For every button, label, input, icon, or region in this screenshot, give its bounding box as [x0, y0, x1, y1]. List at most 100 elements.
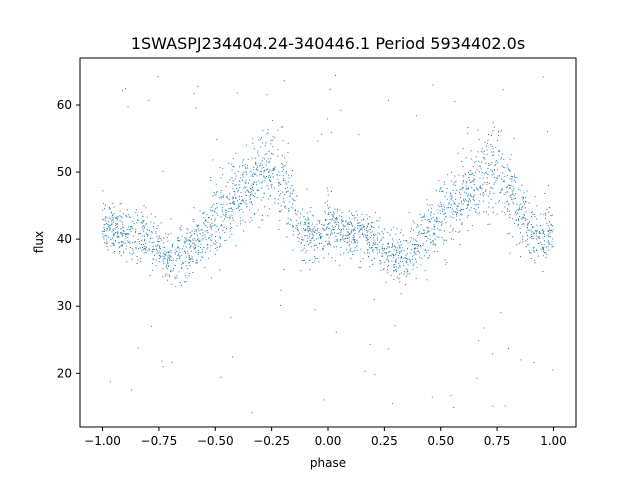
data-point	[250, 171, 252, 173]
data-point	[481, 188, 483, 190]
data-point	[247, 167, 249, 169]
data-point	[210, 176, 212, 178]
data-point	[520, 218, 522, 220]
data-point	[282, 191, 284, 193]
data-point	[490, 187, 492, 189]
data-point	[548, 227, 550, 229]
data-point	[521, 223, 523, 225]
data-point	[446, 187, 448, 189]
x-tick-label: 0.50	[427, 434, 454, 448]
data-point	[492, 353, 494, 355]
data-point	[406, 269, 408, 271]
data-point	[396, 266, 398, 268]
data-point	[478, 340, 480, 342]
data-point	[467, 132, 469, 134]
data-point	[263, 170, 265, 172]
data-point	[113, 245, 115, 247]
data-point	[121, 241, 123, 243]
data-point	[358, 231, 360, 233]
data-point	[306, 235, 308, 237]
data-point	[113, 233, 115, 235]
data-point	[193, 248, 195, 250]
data-point	[436, 218, 438, 220]
data-point	[442, 208, 444, 210]
data-point	[491, 135, 493, 137]
data-point	[189, 247, 191, 249]
data-point	[406, 258, 408, 260]
data-point	[309, 239, 311, 241]
data-point	[393, 270, 395, 272]
data-point	[437, 212, 439, 214]
data-point	[327, 190, 329, 192]
data-point	[253, 172, 255, 174]
data-point	[324, 202, 326, 204]
data-point	[327, 212, 329, 214]
data-point	[190, 250, 192, 252]
data-point	[346, 249, 348, 251]
data-point	[446, 207, 448, 209]
data-point	[454, 185, 456, 187]
data-point	[461, 214, 463, 216]
data-point	[394, 261, 396, 263]
data-point	[351, 250, 353, 252]
data-point	[157, 76, 159, 78]
data-point	[436, 209, 438, 211]
data-point	[492, 207, 494, 209]
data-point	[466, 204, 468, 206]
data-point	[404, 283, 406, 285]
data-point	[288, 174, 290, 176]
data-point	[210, 277, 212, 279]
data-point	[410, 231, 412, 233]
data-point	[471, 173, 473, 175]
data-point	[175, 249, 177, 251]
data-point	[294, 209, 296, 211]
data-point	[264, 153, 266, 155]
data-point	[328, 240, 330, 242]
data-point	[269, 194, 271, 196]
data-point	[463, 201, 465, 203]
data-point	[234, 172, 236, 174]
data-point	[382, 243, 384, 245]
data-point	[453, 202, 455, 204]
data-point	[329, 206, 331, 208]
data-point	[215, 203, 217, 204]
data-point	[342, 224, 344, 226]
data-point	[104, 217, 106, 219]
data-point	[238, 184, 240, 186]
data-point	[509, 214, 511, 216]
data-point	[172, 270, 174, 272]
data-point	[360, 248, 362, 250]
data-point	[395, 269, 397, 271]
data-point	[509, 158, 511, 160]
data-point	[310, 241, 312, 243]
data-point	[145, 249, 147, 251]
data-point	[335, 218, 337, 220]
data-point	[177, 237, 179, 239]
data-point	[342, 228, 344, 230]
data-point	[116, 226, 118, 228]
data-point	[545, 214, 547, 216]
data-point	[548, 207, 550, 209]
data-point	[428, 220, 430, 222]
data-point	[186, 277, 188, 279]
data-point	[292, 227, 294, 229]
data-point	[439, 188, 441, 190]
data-point	[197, 228, 199, 230]
data-point	[249, 195, 251, 197]
data-point	[189, 273, 191, 275]
data-point	[478, 139, 480, 141]
data-point	[193, 242, 195, 244]
data-point	[449, 195, 451, 197]
data-point	[335, 226, 337, 228]
data-point	[348, 223, 350, 225]
data-point	[230, 163, 232, 165]
data-point	[144, 235, 146, 237]
data-point	[242, 200, 244, 202]
data-point	[408, 211, 410, 213]
data-point	[231, 226, 233, 228]
data-point	[110, 245, 112, 247]
data-point	[400, 251, 402, 253]
data-point	[405, 261, 407, 263]
data-point	[272, 135, 274, 137]
data-point	[136, 222, 138, 224]
